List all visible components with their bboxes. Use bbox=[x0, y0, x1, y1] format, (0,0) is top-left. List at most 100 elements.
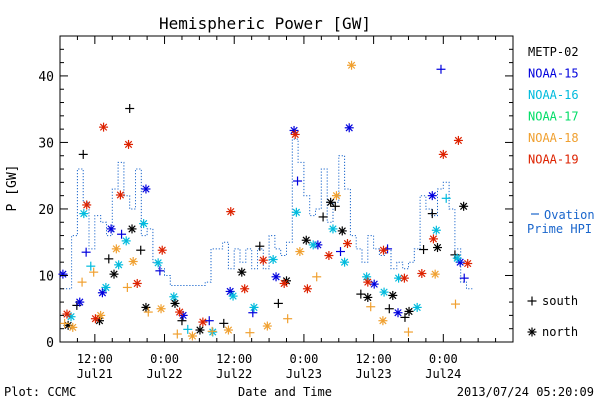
data-point-metp-02 bbox=[433, 243, 442, 253]
data-point-noaa-16 bbox=[183, 324, 193, 334]
x-tick-date-label: Jul22 bbox=[216, 367, 252, 381]
data-point-noaa-15 bbox=[336, 247, 346, 257]
data-point-metp-02 bbox=[195, 325, 205, 335]
data-point-metp-02 bbox=[318, 212, 328, 222]
legend-series-label: NOAA-19 bbox=[528, 153, 579, 167]
x-axis-label: Date and Time bbox=[238, 385, 332, 399]
data-point-metp-02 bbox=[255, 241, 265, 251]
data-point-noaa-16 bbox=[79, 209, 89, 219]
data-point-noaa-18 bbox=[68, 322, 78, 332]
data-point-metp-02 bbox=[427, 209, 437, 219]
legend-south-label: south bbox=[542, 294, 578, 308]
data-point-noaa-19 bbox=[453, 135, 463, 145]
ovation-hpi-layer bbox=[60, 138, 473, 290]
data-point-noaa-16 bbox=[153, 258, 163, 268]
plot-border bbox=[59, 35, 514, 343]
x-tick-date-label: Jul24 bbox=[425, 367, 461, 381]
data-point-noaa-16 bbox=[268, 255, 278, 265]
data-point-noaa-16 bbox=[139, 219, 149, 229]
data-point-noaa-19 bbox=[82, 200, 92, 210]
x-tick-date-label: Jul21 bbox=[77, 367, 113, 381]
data-point-metp-02 bbox=[337, 226, 347, 236]
data-points bbox=[58, 60, 473, 341]
data-point-noaa-18 bbox=[223, 325, 233, 335]
y-tick-label: 40 bbox=[38, 70, 54, 85]
data-point-noaa-16 bbox=[379, 287, 389, 297]
data-point-noaa-15 bbox=[225, 286, 235, 296]
data-point-noaa-19 bbox=[302, 284, 312, 294]
data-point-metp-02 bbox=[136, 245, 146, 255]
data-point-noaa-15 bbox=[141, 184, 151, 194]
data-point-noaa-16 bbox=[340, 257, 350, 267]
legend-north-symbol bbox=[527, 327, 537, 337]
data-point-metp-02 bbox=[141, 302, 151, 312]
y-tick-label: 30 bbox=[38, 136, 54, 151]
data-point-metp-02 bbox=[104, 254, 114, 264]
data-point-noaa-16 bbox=[169, 292, 179, 302]
plot-frame bbox=[59, 35, 514, 343]
data-point-noaa-16 bbox=[114, 260, 124, 270]
data-point-metp-02 bbox=[330, 201, 340, 211]
data-point-noaa-18 bbox=[187, 331, 197, 341]
data-point-noaa-16 bbox=[228, 291, 238, 301]
data-point-noaa-16 bbox=[86, 261, 96, 271]
data-point-metp-02 bbox=[237, 267, 247, 277]
y-axis-label: P [GW] bbox=[5, 165, 20, 212]
data-point-noaa-19 bbox=[258, 255, 268, 265]
data-point-noaa-18 bbox=[128, 257, 138, 267]
data-point-noaa-19 bbox=[417, 268, 427, 278]
legend-south-symbol bbox=[527, 296, 537, 306]
data-point-noaa-16 bbox=[362, 272, 372, 282]
data-point-noaa-18 bbox=[89, 267, 99, 277]
data-point-noaa-18 bbox=[430, 269, 440, 279]
data-point-noaa-18 bbox=[451, 299, 461, 309]
data-point-noaa-19 bbox=[62, 309, 72, 319]
data-point-noaa-15 bbox=[117, 229, 127, 239]
x-tick-time-label: 12:00 bbox=[356, 352, 392, 366]
data-point-noaa-16 bbox=[412, 302, 422, 312]
x-tick-time-label: 0:00 bbox=[150, 352, 179, 366]
data-point-noaa-15 bbox=[459, 273, 469, 283]
data-point-noaa-19 bbox=[226, 207, 236, 217]
data-point-noaa-15 bbox=[97, 288, 107, 298]
data-point-noaa-18 bbox=[262, 321, 272, 331]
data-point-metp-02 bbox=[125, 104, 135, 114]
data-point-noaa-16 bbox=[121, 236, 131, 246]
data-point-noaa-15 bbox=[344, 123, 354, 133]
y-tick-label: 20 bbox=[38, 203, 54, 218]
legend-ovation-label-line2: Prime HPI bbox=[527, 222, 592, 236]
x-tick-date-label: Jul23 bbox=[286, 367, 322, 381]
data-point-metp-02 bbox=[219, 318, 229, 328]
data-point-noaa-15 bbox=[75, 297, 85, 307]
data-point-metp-02 bbox=[356, 289, 366, 299]
data-point-noaa-18 bbox=[403, 327, 413, 337]
data-point-noaa-16 bbox=[394, 273, 404, 283]
legend-series-label: NOAA-18 bbox=[528, 131, 579, 145]
data-point-noaa-18 bbox=[172, 329, 182, 339]
data-point-noaa-15 bbox=[204, 316, 214, 326]
data-point-metp-02 bbox=[363, 292, 373, 302]
x-tick-time-label: 12:00 bbox=[216, 352, 252, 366]
data-point-noaa-19 bbox=[428, 234, 438, 244]
data-point-noaa-18 bbox=[378, 316, 388, 326]
data-point-noaa-18 bbox=[207, 326, 217, 336]
x-tick-date-label: Jul22 bbox=[146, 367, 182, 381]
data-point-noaa-15 bbox=[155, 266, 165, 276]
data-point-noaa-16 bbox=[328, 224, 338, 234]
x-tick-time-label: 0:00 bbox=[429, 352, 458, 366]
data-point-noaa-18 bbox=[143, 307, 153, 317]
data-point-noaa-18 bbox=[156, 304, 166, 314]
data-point-metp-02 bbox=[326, 197, 336, 207]
data-point-noaa-15 bbox=[81, 247, 91, 257]
data-point-noaa-15 bbox=[393, 308, 403, 318]
data-point-noaa-18 bbox=[77, 277, 87, 287]
data-point-noaa-15 bbox=[436, 64, 446, 74]
data-point-metp-02 bbox=[177, 316, 187, 326]
x-tick-time-label: 12:00 bbox=[77, 352, 113, 366]
legend-series-label: METP-02 bbox=[528, 45, 579, 59]
data-point-noaa-18 bbox=[111, 244, 121, 254]
data-point-noaa-16 bbox=[452, 253, 462, 263]
ovation-hpi-line bbox=[60, 138, 473, 290]
data-point-metp-02 bbox=[301, 235, 311, 245]
data-point-noaa-18 bbox=[96, 310, 106, 320]
